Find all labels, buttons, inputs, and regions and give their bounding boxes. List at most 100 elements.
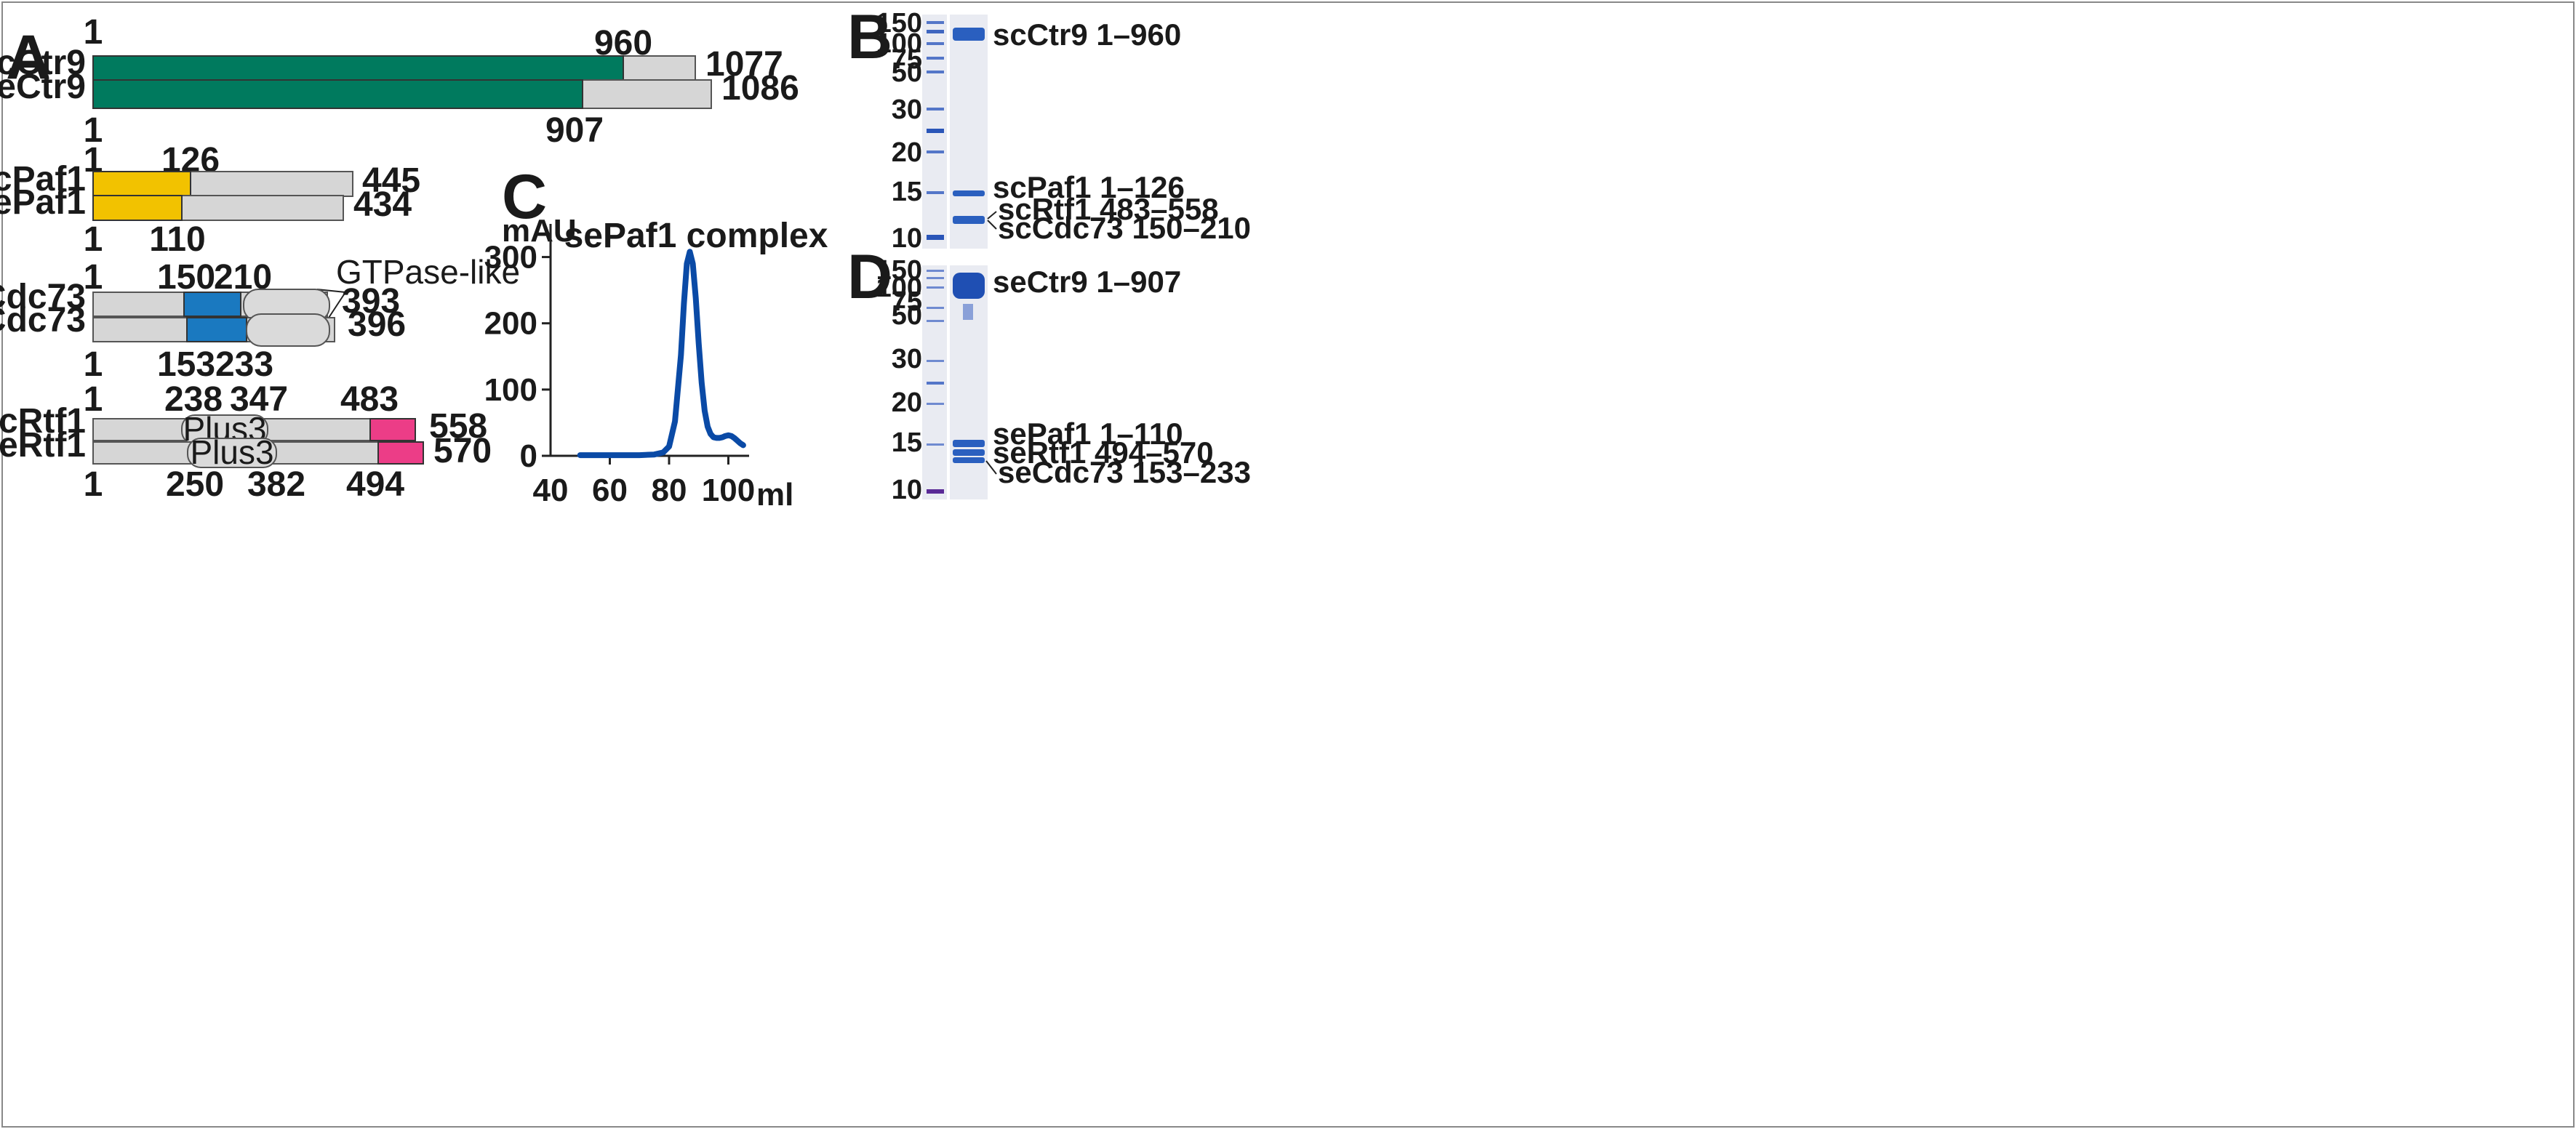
- scRtf1-c-domain: [369, 418, 416, 441]
- sec-chart: mAU ml sePaf1 complex 0 100 200 300 40 60 80 10…: [484, 213, 828, 513]
- scCdc73-end-label: 393: [342, 282, 400, 321]
- gel-d-marker-label: 10: [892, 475, 922, 505]
- gel-b-ladder-band: [927, 191, 944, 194]
- seRtf1-end-label: 570: [433, 432, 492, 470]
- gel-b-marker-label: 10: [892, 223, 922, 254]
- seCtr9-domain-end-label: 907: [545, 111, 604, 150]
- scPaf1-domain: [92, 171, 191, 197]
- seRtf1-c-label: 494: [346, 465, 404, 504]
- gel-b-ladder-band: [927, 71, 944, 73]
- seCdc73-start-label: 1: [84, 345, 103, 384]
- gel-d-ladder-band: [927, 443, 944, 446]
- scCtr9-end-label: 1077: [705, 45, 783, 84]
- seRtf1-plus3-label: Plus3: [190, 433, 273, 471]
- panel-label-b: B: [847, 2, 892, 72]
- scCtr9-name: scCtr9: [0, 44, 86, 82]
- gel-d-ladder-band: [927, 403, 944, 405]
- sePaf1-name: sePaf1: [0, 183, 86, 222]
- gel-b-ladder-band: [927, 108, 944, 111]
- gel-d-marker-label: 150: [876, 255, 922, 286]
- seCdc73-name: seCdc73: [0, 301, 86, 339]
- gel-b-marker-label: 75: [892, 44, 922, 75]
- scCdc73-start-label: 1: [84, 258, 103, 297]
- chart-axes: [549, 224, 749, 457]
- gel-d-sample-band-rtf1: [953, 449, 985, 456]
- seCdc73-a-label: 153: [157, 345, 215, 384]
- seRtf1-plus3-start-label: 250: [166, 465, 224, 504]
- x-tick-label: 60: [592, 473, 628, 508]
- gel-d-ladder-band: [927, 270, 944, 272]
- gel-b-ladder-band: [927, 57, 944, 60]
- seCdc73-gtpase-domain: [246, 313, 330, 347]
- seCtr9-start-label: 1: [84, 111, 103, 150]
- scRtf1-start-label: 1: [84, 380, 103, 419]
- gel-d-ladder-band: [927, 307, 944, 309]
- scRtf1-c-label: 483: [340, 380, 399, 419]
- gel-d-sample-band-ctr9: [953, 273, 985, 299]
- scRtf1-plus3-end-label: 347: [230, 380, 288, 419]
- cdc73-group: GTPase-like 1 150 210 scCdc73 393 seCdc7…: [0, 253, 520, 384]
- panel-label-a: A: [6, 23, 51, 92]
- gel-d-band-label: seCdc73 153–233: [998, 455, 1251, 489]
- gel-b-ladder-band: [927, 21, 944, 24]
- gel-d-band-label: seRtf1 494–570: [993, 435, 1214, 470]
- gel-b-marker-label: 15: [892, 177, 922, 207]
- gel-b-band-label: scCtr9 1–960: [993, 17, 1181, 52]
- gel-d-ladder-band: [927, 286, 944, 289]
- gel-b-sample-band-paf1: [953, 190, 985, 196]
- gtpase-like-label: GTPase-like: [336, 253, 520, 291]
- gel-d-ladder-band: [927, 489, 944, 494]
- seRtf1-name: seRtf1: [0, 426, 86, 465]
- scCtr9-start-label: 1: [84, 13, 103, 52]
- gel-b-sample-band-rtf1-cdc73: [953, 216, 985, 224]
- gel-d-sample-band-smear: [963, 304, 973, 320]
- gel-d-marker-label: 20: [892, 387, 922, 418]
- seRtf1-c-domain: [377, 441, 424, 465]
- scCdc73-domain: [183, 292, 241, 317]
- seCdc73-end-label: 396: [348, 305, 406, 344]
- rtf1-group: 1 238 347 483 scRtf1 Plus3 558 seRtf1 Pl…: [0, 380, 492, 504]
- seRtf1-start-label: 1: [84, 465, 103, 504]
- gel-b-ladder-band: [927, 42, 944, 45]
- gel-b-band-label: scPaf1 1–126: [993, 170, 1185, 204]
- ctr9-group: 1 960 scCtr9 1077 seCtr9 1086 1 907: [0, 13, 799, 150]
- scCdc73-a-label: 150: [157, 258, 215, 297]
- sePaf1-end-label: 434: [353, 185, 412, 224]
- x-tick-label: 100: [702, 473, 755, 508]
- gel-d-marker-label: 100: [876, 273, 922, 303]
- gel-b-marker-label: 20: [892, 137, 922, 168]
- gel-d-pointer: [985, 460, 997, 475]
- scPaf1-end-label: 445: [362, 161, 420, 200]
- gel-d-ladder-band: [927, 382, 944, 385]
- seRtf1-plus3-domain: [187, 438, 277, 468]
- x-tick-label: 80: [652, 473, 687, 508]
- gel-b-sample-band-ctr9: [953, 28, 985, 41]
- scPaf1-name: scPaf1: [0, 160, 86, 198]
- gel-d-marker-label: 75: [892, 286, 922, 317]
- scCdc73-name: scCdc73: [0, 278, 86, 316]
- gel-b-band-label: scCdc73 150–210: [998, 211, 1251, 245]
- gel-d-ladder-band: [927, 360, 944, 362]
- gel-d-divider: [947, 265, 950, 499]
- seCtr9-end-label: 1086: [721, 69, 799, 108]
- gel-b-marker-label: 100: [876, 28, 922, 59]
- y-tick-label: 200: [484, 306, 537, 342]
- gtpase-pointer-lower: [328, 292, 346, 318]
- seCdc73-domain: [186, 317, 247, 342]
- gel-d-ladder-band: [927, 277, 944, 279]
- gel-b-ladder-band: [927, 235, 944, 240]
- gel-d: 150 100 75 50 30 20 15 10 seCtr9 1–907 s…: [876, 255, 1251, 505]
- gel-b: 150 100 75 50 30 20 15 10 scCtr9 1–960 s…: [876, 8, 1251, 254]
- chart-title: sePaf1 complex: [564, 217, 828, 255]
- sePaf1-domain: [92, 195, 183, 221]
- gel-b-marker-label: 30: [892, 95, 922, 125]
- gel-b-ladder-band: [927, 150, 944, 153]
- x-axis-label: ml: [756, 477, 793, 513]
- seCdc73-b-label: 233: [215, 345, 273, 384]
- sePaf1-domain-end-label: 110: [149, 220, 205, 259]
- panel-label-d: D: [847, 242, 892, 312]
- gel-d-band-label: sePaf1 1–110: [993, 417, 1183, 451]
- gel-d-sample-band-paf1: [953, 440, 985, 447]
- y-axis-label: mAU: [502, 213, 577, 249]
